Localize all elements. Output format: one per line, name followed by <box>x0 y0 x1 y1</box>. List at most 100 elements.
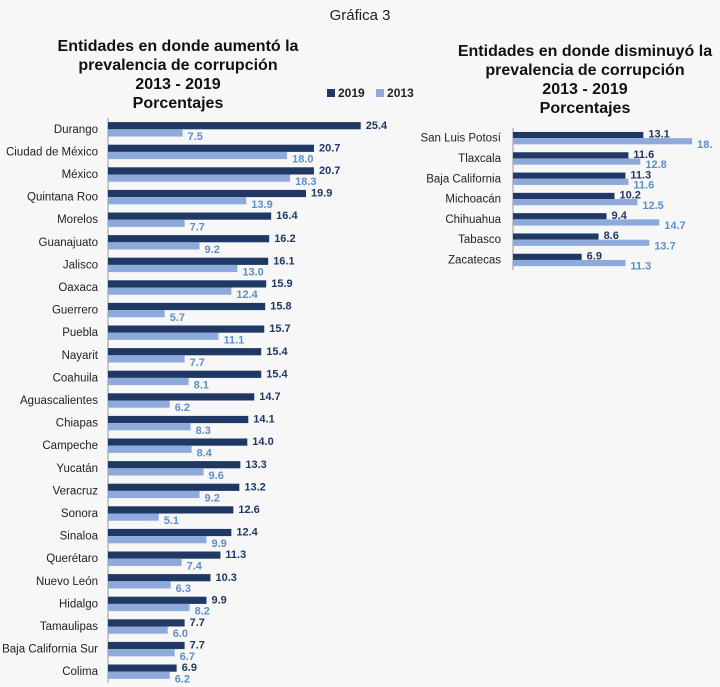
left-category-label: México <box>62 169 98 181</box>
left-category-label: Ciudad de México <box>6 146 98 158</box>
left-category-label: Veracruz <box>53 485 99 497</box>
left-value-label-2013: 7.4 <box>187 560 203 572</box>
left-category-label: Jalisco <box>63 259 98 271</box>
left-bar-2019 <box>108 664 177 672</box>
left-value-label-2013: 6.2 <box>175 673 190 685</box>
left-value-label-2019: 15.9 <box>271 278 292 290</box>
left-bar-2013 <box>108 355 185 363</box>
left-value-label-2019: 12.6 <box>238 504 259 516</box>
left-value-label-2019: 19.9 <box>311 188 332 200</box>
right-title-line: Entidades en donde disminuyó la <box>457 43 713 60</box>
left-bar-2013 <box>108 242 200 250</box>
left-bar-2013 <box>108 377 189 386</box>
left-value-label-2013: 8.3 <box>196 425 211 437</box>
legend-swatch-2013 <box>376 89 385 97</box>
left-bar-2019 <box>108 235 270 243</box>
left-value-label-2019: 16.1 <box>273 255 294 267</box>
right-value-label-2019: 8.6 <box>604 230 619 242</box>
left-value-label-2013: 6.2 <box>175 402 190 414</box>
right-category-label: San Luis Potosí <box>420 133 501 145</box>
left-category-label: Quintana Roo <box>27 192 98 204</box>
left-bar-2013 <box>108 264 238 273</box>
left-bar-2013 <box>108 310 165 318</box>
left-value-label-2013: 5.1 <box>164 515 179 527</box>
left-category-label: Campeche <box>42 440 98 452</box>
left-title-line: Entidades en donde aumentó la <box>57 38 299 55</box>
left-value-label-2019: 13.2 <box>244 481 265 493</box>
left-bar-2013 <box>108 513 159 521</box>
right-value-label-2019: 13.1 <box>648 129 669 141</box>
right-value-label-2013: 13.7 <box>654 240 675 252</box>
right-bar-2013 <box>513 178 629 185</box>
right-bar-2013 <box>513 239 650 246</box>
left-category-label: Guerrero <box>52 305 98 317</box>
left-bar-2019 <box>108 370 262 378</box>
left-bar-2019 <box>108 506 234 514</box>
left-bar-2019 <box>108 167 314 175</box>
left-category-label: Puebla <box>62 327 98 339</box>
left-title-line: 2013 - 2019 <box>135 76 221 93</box>
left-value-label-2019: 13.3 <box>245 459 266 471</box>
left-bar-2013 <box>108 468 204 476</box>
left-value-label-2019: 16.4 <box>276 210 298 222</box>
left-bar-2019 <box>108 461 241 469</box>
left-value-label-2013: 6.3 <box>176 583 191 595</box>
left-category-label: Durango <box>54 124 98 136</box>
left-value-label-2013: 8.1 <box>194 380 209 392</box>
right-bar-2013 <box>513 158 641 165</box>
left-bar-2013 <box>108 536 207 544</box>
left-bar-2019 <box>108 483 240 491</box>
left-bar-2019 <box>108 574 211 582</box>
right-bar-2013 <box>513 219 660 226</box>
legend-item-2019: 2019 <box>327 86 365 100</box>
right-bar-2013 <box>513 138 693 145</box>
legend-item-2013: 2013 <box>376 86 414 100</box>
left-bar-2013 <box>108 603 190 612</box>
left-value-label-2013: 7.7 <box>190 221 205 233</box>
left-value-label-2019: 16.2 <box>274 233 295 245</box>
left-value-label-2013: 6.0 <box>173 628 188 640</box>
left-category-label: Colima <box>62 666 98 678</box>
left-value-label-2013: 18.3 <box>295 176 316 188</box>
left-value-label-2019: 12.4 <box>236 527 258 539</box>
right-title-line: prevalencia de corrupción <box>485 62 685 79</box>
right-chart-title: Entidades en donde disminuyó la prevalen… <box>440 42 720 118</box>
left-title-line: prevalencia de corrupción <box>78 57 278 74</box>
right-bar-2019 <box>513 192 615 200</box>
right-category-label: Michoacán <box>445 194 501 206</box>
right-bar-2019 <box>513 172 626 179</box>
legend-label-2013: 2013 <box>387 86 414 100</box>
left-category-label: Hidalgo <box>59 598 98 610</box>
left-bar-2019 <box>108 551 221 559</box>
left-bar-2013 <box>108 558 182 566</box>
left-value-label-2019: 15.4 <box>266 368 288 380</box>
left-value-label-2013: 12.4 <box>236 289 258 301</box>
left-bar-2013 <box>108 626 168 634</box>
left-value-label-2019: 14.1 <box>253 414 274 426</box>
legend: 2019 2013 <box>327 86 422 100</box>
left-bar-2013 <box>108 332 219 340</box>
left-chart-title: Entidades en donde aumentó la prevalenci… <box>18 37 338 113</box>
right-value-label-2019: 6.9 <box>587 250 602 262</box>
left-value-label-2013: 18.0 <box>292 154 313 166</box>
right-value-label-2019: 11.3 <box>630 169 651 181</box>
right-category-label: Tabasco <box>458 234 501 246</box>
left-category-label: Yucatán <box>56 463 98 475</box>
left-value-label-2019: 6.9 <box>182 662 197 674</box>
left-category-label: Chiapas <box>56 418 98 430</box>
left-value-label-2019: 20.7 <box>319 165 340 177</box>
right-category-label: Chihuahua <box>445 214 501 226</box>
right-value-label-2019: 9.4 <box>612 210 628 222</box>
left-category-label: Aguascalientes <box>20 395 98 407</box>
left-bar-2013 <box>108 671 170 679</box>
right-value-label-2013: 11.6 <box>633 179 654 191</box>
left-value-label-2019: 25.4 <box>366 120 388 132</box>
right-bar-2019 <box>513 233 599 240</box>
left-bar-2019 <box>108 189 307 198</box>
left-bar-2013 <box>108 490 200 499</box>
left-bar-2019 <box>108 122 361 130</box>
right-bar-2019 <box>513 131 644 139</box>
left-value-label-2013: 8.4 <box>197 447 213 459</box>
left-value-label-2013: 9.2 <box>205 244 220 256</box>
